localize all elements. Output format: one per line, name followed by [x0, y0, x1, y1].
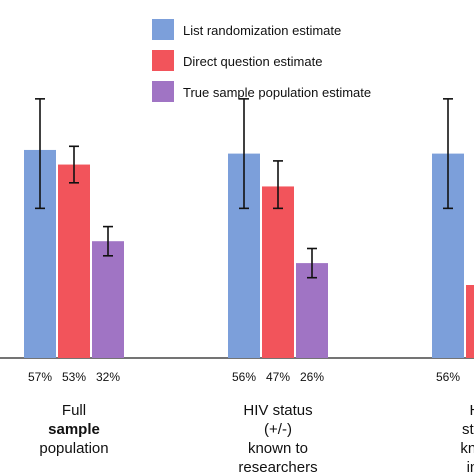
category-label-2-line-1: HIV status [243, 402, 312, 419]
legend-label-2: Direct question estimate [183, 54, 322, 69]
category-label-3-line-3: known [460, 440, 474, 457]
value-label-3-1: 56% [436, 370, 460, 384]
value-label-1-3: 32% [96, 370, 120, 384]
category-label-1-line-2: sample [48, 421, 100, 438]
category-label-2-line-2: (+/-) [264, 421, 292, 438]
bar-3-group-1 [92, 241, 124, 358]
category-label-2-line-3: known to [248, 440, 308, 457]
value-label-2-2: 47% [266, 370, 290, 384]
value-label-1-1: 57% [28, 370, 52, 384]
legend-swatch-3 [152, 81, 174, 102]
value-label-2-3: 26% [300, 370, 324, 384]
category-label-1-line-1: Full [62, 402, 86, 419]
value-label-1-2: 53% [62, 370, 86, 384]
category-label-3-line-1: HIV [469, 402, 474, 419]
legend-label-1: List randomization estimate [183, 23, 341, 38]
bar-3-group-2 [296, 263, 328, 358]
legend-swatch-2 [152, 50, 174, 71]
category-label-3-line-2: status [462, 421, 474, 438]
bar-2-group-2 [262, 186, 294, 358]
value-label-2-1: 56% [232, 370, 256, 384]
bar-2-group-1 [58, 164, 90, 358]
legend-swatch-1 [152, 19, 174, 40]
category-label-2-line-4: researchers [238, 459, 317, 474]
legend-label-3: True sample population estimate [183, 85, 371, 100]
category-label-3-line-4: indiv [467, 459, 474, 474]
bar-2-group-3 [466, 285, 474, 358]
category-label-1-line-3: population [39, 440, 108, 457]
